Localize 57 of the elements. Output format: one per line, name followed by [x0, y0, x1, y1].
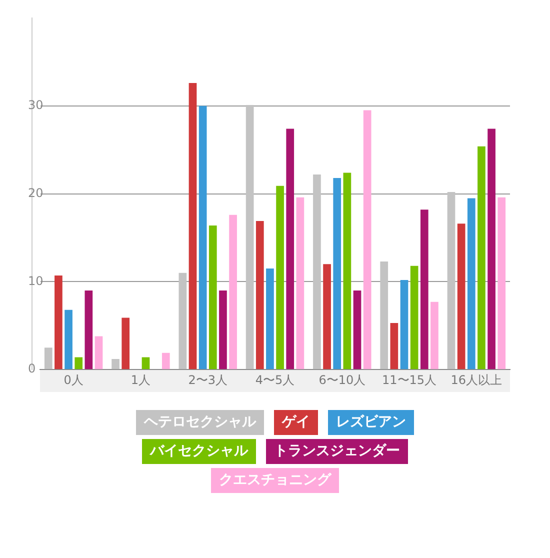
x-tick-label: 16人以上: [450, 372, 502, 387]
bar: [498, 197, 506, 370]
bar: [400, 280, 408, 370]
x-tick-label: 4〜5人: [255, 372, 295, 387]
bar: [363, 110, 372, 370]
bar: [54, 276, 62, 370]
bar: [188, 83, 197, 370]
bar: [410, 266, 418, 370]
bar: [488, 128, 496, 370]
x-tick-label: 2〜3人: [188, 372, 228, 387]
bar: [74, 357, 83, 370]
bar: [323, 264, 331, 370]
bar: [296, 197, 304, 370]
text: レズビアン: [328, 410, 414, 435]
bar: [313, 174, 321, 370]
bar: [198, 106, 207, 370]
text: クエスチョニング: [211, 468, 339, 493]
bar: [380, 261, 388, 370]
x-tick-label: 1人: [130, 372, 151, 387]
bar: [343, 172, 352, 370]
bar: [266, 268, 274, 370]
y-tick-label: 10: [28, 274, 44, 288]
bar: [208, 225, 217, 370]
bar: [112, 359, 120, 370]
bar: [478, 146, 486, 370]
x-tick-label: 11〜15人: [382, 372, 437, 387]
bar: [246, 105, 254, 370]
bar: [447, 192, 456, 370]
bar: [122, 318, 130, 370]
bar: [178, 272, 187, 370]
bar: [353, 290, 362, 370]
bar: [430, 302, 438, 370]
bar: [467, 198, 476, 370]
bar: [94, 336, 103, 370]
x-tick-label: 0人: [64, 372, 84, 387]
bar: [64, 310, 72, 370]
bar: [44, 348, 52, 370]
text: バイセクシャル: [142, 439, 256, 464]
y-tick-label: 0: [28, 362, 36, 376]
bar: [142, 357, 150, 370]
bar: [276, 186, 284, 370]
bar: [256, 221, 264, 370]
bar: [162, 352, 170, 370]
text: トランスジェンダー: [266, 439, 408, 464]
y-tick-label: 30: [28, 98, 44, 112]
bar: [457, 224, 466, 370]
x-tick-label: 6〜10人: [318, 372, 366, 387]
bar: [333, 178, 342, 370]
text: ヘテロセクシャル: [136, 410, 264, 435]
bar: [420, 210, 428, 370]
bar: [390, 323, 398, 370]
bar: [219, 290, 227, 370]
text: ゲイ: [274, 410, 318, 435]
bar: [84, 290, 93, 370]
y-tick-label: 20: [28, 186, 44, 200]
bar: [286, 128, 294, 370]
bar: [229, 214, 237, 370]
